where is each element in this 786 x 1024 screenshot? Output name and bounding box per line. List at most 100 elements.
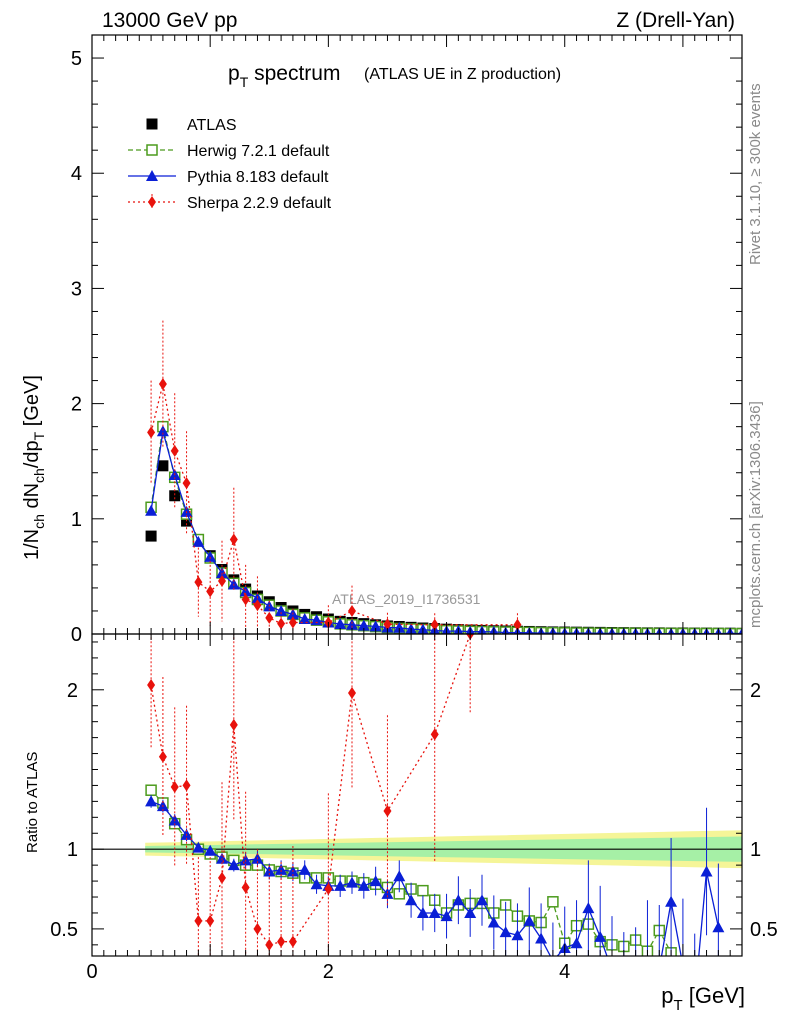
main-line-3	[150, 383, 518, 626]
ratio-point	[288, 935, 297, 948]
ratio-point	[241, 881, 250, 894]
ratio-point	[381, 887, 394, 899]
ratio-y-tick-label-right: 0.5	[750, 919, 778, 941]
main-point	[192, 535, 205, 547]
ratio-series-sherpa	[147, 634, 475, 956]
ratio-point	[416, 906, 429, 918]
main-point	[241, 593, 250, 606]
main-point	[229, 533, 238, 546]
main-point	[369, 620, 382, 632]
ratio-point	[346, 876, 358, 888]
main-point	[265, 611, 274, 624]
ratio-series-pythia	[145, 795, 725, 994]
ratio-point	[476, 894, 488, 906]
x-tick-label: 2	[323, 961, 334, 983]
ratio-point	[430, 728, 439, 741]
ratio-point	[170, 781, 179, 794]
main-point	[275, 604, 288, 616]
main-y-tick-label: 5	[71, 48, 82, 70]
ratio-point	[324, 883, 333, 896]
main-point	[204, 550, 217, 562]
ratio-uncertainty-bands	[92, 830, 742, 869]
main-point	[298, 613, 311, 625]
ratio-point	[182, 779, 191, 792]
ratio-point	[570, 937, 583, 949]
ratio-point	[227, 859, 240, 871]
main-point	[393, 621, 406, 633]
ratio-y-tick-label-right: 1	[750, 839, 761, 861]
main-point	[156, 425, 169, 437]
main-point	[218, 575, 226, 588]
chart-subtitle: (ATLAS UE in Z production)	[364, 66, 561, 83]
ratio-y-tick-label-left: 1	[67, 839, 78, 861]
legend-marker	[146, 118, 158, 130]
axis-ticks	[91, 34, 743, 956]
ratio-point	[523, 914, 536, 926]
main-point	[216, 566, 228, 578]
legend-item: Herwig 7.2.1 default	[128, 143, 330, 160]
ratio-point	[428, 906, 441, 918]
ratio-point	[547, 896, 559, 908]
main-point	[513, 618, 522, 631]
ratio-point	[298, 863, 311, 875]
mcplots-label: mcplots.cern.ch [arXiv:1306.3436]	[747, 401, 764, 628]
ratio-point	[206, 914, 215, 927]
process-label: Z (Drell-Yan)	[616, 9, 735, 32]
ratio-panel-series	[145, 634, 725, 994]
ratio-point	[369, 875, 382, 887]
main-y-tick-label: 2	[71, 394, 82, 416]
tick-labels: 0 2 4 0 1 2 3 4 5 0.5 0.5 1 1 2 2	[50, 48, 778, 983]
analysis-watermark: ATLAS_2019_I1736531	[332, 591, 481, 607]
x-axis-label: pT [GeV]	[661, 983, 745, 1014]
legend-marker	[146, 170, 158, 181]
rivet-label: Rivet 3.1.10, ≥ 300k events	[747, 83, 764, 265]
ratio-point	[275, 863, 288, 875]
legend-label: ATLAS	[187, 117, 237, 134]
ratio-point	[192, 841, 205, 853]
ratio-point	[440, 910, 453, 922]
main-point	[738, 627, 742, 634]
main-point	[383, 618, 392, 631]
main-point	[357, 619, 370, 631]
ratio-panel-frame	[91, 633, 743, 957]
main-ylabel: 1/Nch dNch/dpT [GeV]	[21, 375, 47, 560]
ratio-point	[194, 914, 203, 927]
main-point	[170, 444, 179, 457]
main-point	[145, 504, 158, 516]
main-point	[194, 576, 203, 589]
ratio-point	[665, 895, 678, 907]
ratio-point	[499, 926, 512, 938]
ratio-point	[310, 878, 323, 890]
main-point	[145, 530, 157, 542]
ratio-point	[618, 983, 630, 994]
main-y-tick-label: 1	[71, 509, 82, 531]
main-point	[169, 490, 181, 502]
ratio-point	[393, 870, 406, 882]
ratio-point	[712, 921, 725, 933]
ratio-point	[582, 902, 595, 914]
legend-label: Herwig 7.2.1 default	[187, 143, 330, 160]
legend-item: ATLAS	[146, 117, 237, 134]
ratio-point	[334, 879, 347, 891]
ratio-point	[606, 964, 618, 975]
main-point	[182, 477, 191, 490]
legend-label: Pythia 8.183 default	[187, 169, 329, 186]
main-point	[288, 616, 297, 629]
energy-label: 13000 GeV pp	[102, 9, 237, 32]
ratio-point	[594, 930, 607, 942]
legend-label: Sherpa 2.2.9 default	[187, 195, 332, 212]
ratio-ylabel: Ratio to ATLAS	[24, 752, 41, 853]
main-point	[277, 617, 286, 630]
main-y-tick-label: 0	[71, 624, 82, 646]
ratio-point	[535, 932, 548, 944]
ratio-line-2	[150, 634, 471, 946]
ratio-point	[653, 963, 665, 974]
main-point	[334, 617, 347, 629]
ratio-point	[383, 804, 392, 817]
ratio-y-tick-label-left: 0.5	[50, 919, 78, 941]
main-point	[253, 599, 262, 612]
legend-item: Pythia 8.183 default	[128, 169, 329, 186]
ratio-point	[511, 929, 524, 941]
legend-item: Sherpa 2.2.9 default	[128, 194, 332, 212]
